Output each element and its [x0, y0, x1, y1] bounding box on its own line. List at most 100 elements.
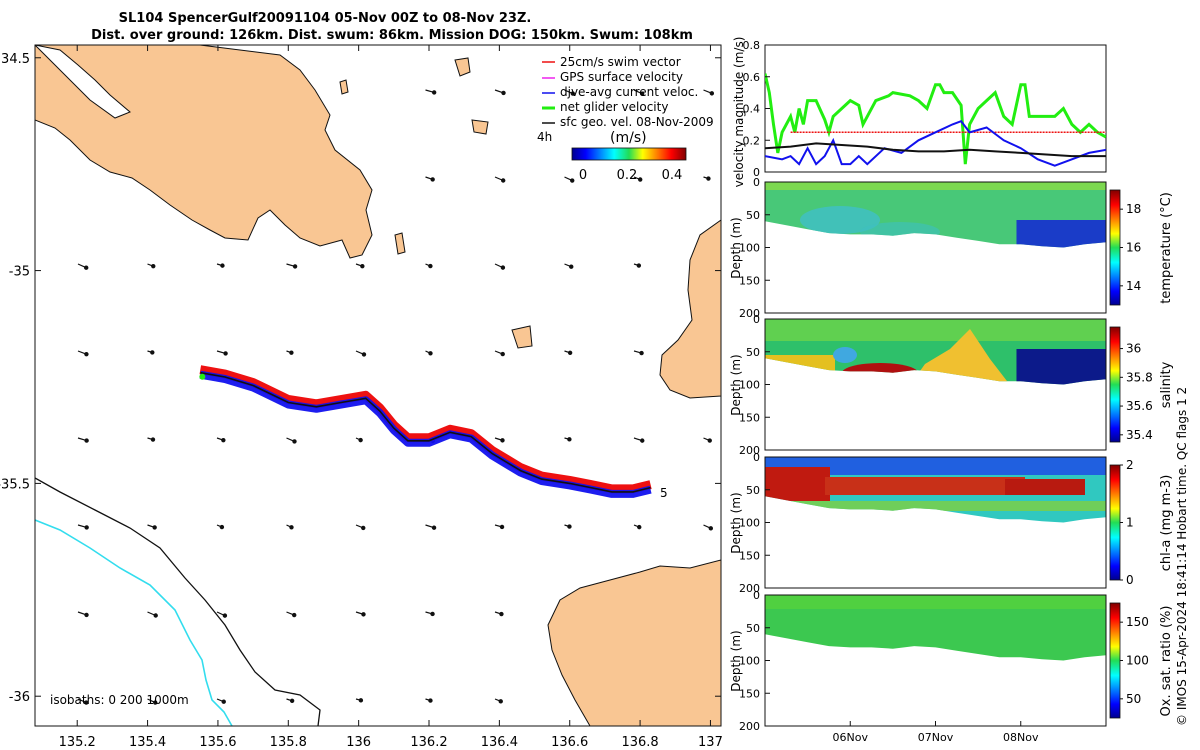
velocity-ylabel: velocity magnitude (m/s): [732, 37, 746, 188]
sfc-velocity-vectors: [77, 89, 852, 705]
vector-arrow-head: [849, 440, 852, 443]
vector-arrow-head: [570, 91, 575, 96]
depth-tick-label: 0: [753, 451, 760, 464]
velocity-y-tick-label: 0.8: [743, 39, 761, 52]
map-y-tick-label: -35.5: [0, 477, 30, 492]
map-colorbar: [571, 147, 687, 161]
velocity-series-djve-avg-current-veloc-: [765, 120, 1106, 167]
sal-surface-layer: [765, 319, 1106, 341]
chla-section-field: [765, 457, 1106, 523]
vector-arrow-head: [640, 438, 645, 443]
velocity-series-sfc-geo-vel-: [765, 142, 1106, 158]
vector-arrow: [843, 177, 850, 179]
depth-tick-label: 200: [739, 582, 760, 595]
velocity-y-tick-label: 0: [753, 166, 760, 179]
vector-arrow: [773, 177, 778, 178]
vector-arrow-head: [708, 526, 714, 531]
colorbar-tick-label: 36: [1126, 342, 1141, 356]
vector-arrow-head: [361, 352, 367, 357]
velocity-panel: 0 0.2 0.4 0.6 0.8 velocity magnitude (m/s): [732, 37, 1107, 188]
sal-fresh-bottom: [1016, 349, 1106, 385]
vector-arrow-head: [289, 350, 294, 355]
vector-arrow-head: [152, 525, 157, 530]
depth-axis-label: Depth (m): [729, 354, 743, 415]
track-start: [199, 373, 206, 380]
time-tick-label: 07Nov: [918, 731, 954, 744]
vector-arrow-head: [84, 265, 89, 270]
vector-arrow-head: [706, 176, 711, 181]
vector-arrow-head: [777, 439, 780, 442]
oxygen-section-field: [765, 595, 1106, 661]
colorbar-tick-label: 16: [1126, 241, 1141, 255]
colorbar-tick-label: 100: [1126, 654, 1149, 668]
sal-max-core: [842, 363, 918, 383]
depth-axis-label: Depth (m): [729, 217, 743, 278]
vector-arrow-head: [292, 439, 297, 444]
colorbar-tick-label: 50: [1126, 692, 1141, 706]
vector-arrow: [843, 525, 850, 527]
temp-surface-layer: [765, 182, 1106, 190]
svg-text:djve-avg current veloc.: djve-avg current veloc.: [560, 85, 698, 99]
velocity-y-tick-label: 0.2: [743, 134, 761, 147]
track-end-label: 5: [660, 486, 668, 500]
legend-entry-gps: GPS surface velocity: [542, 70, 683, 84]
depth-tick-label: 200: [739, 444, 760, 457]
vector-arrow-head: [499, 524, 505, 530]
depth-tick-label: 50: [746, 346, 760, 359]
map-y-tick-label: -36: [9, 690, 30, 705]
vector-arrow-head: [848, 526, 851, 529]
colorbar-label: chl-a (mg m-3): [1159, 475, 1174, 572]
sal-low-patch: [833, 347, 857, 363]
colorbar-label: salinity: [1159, 361, 1174, 408]
land-fleurieu: [547, 559, 721, 726]
vector-arrow-head: [430, 177, 435, 182]
vector-arrow-head: [84, 525, 89, 530]
vector-arrow: [843, 438, 851, 442]
time-tick-label: 08Nov: [1003, 731, 1039, 744]
sal-warm-plume: [910, 329, 1010, 385]
map-legend: 25cm/s swim vector GPS surface velocity …: [537, 55, 714, 183]
depth-tick-label: 0: [753, 313, 760, 326]
svg-text:sfc geo. vel. 08-Nov-2009: sfc geo. vel. 08-Nov-2009: [560, 115, 714, 129]
time-tick-label: 06Nov: [833, 731, 869, 744]
track-centerline: [200, 371, 651, 493]
vector-arrow-head: [709, 91, 715, 96]
map-x-tick-label: 137: [698, 735, 723, 750]
colorbar-note: 4h: [537, 130, 552, 144]
depth-tick-label: 200: [739, 307, 760, 320]
vector-arrow-head: [636, 263, 642, 268]
vector-arrow-head: [84, 612, 89, 618]
vector-arrow-head: [567, 437, 572, 442]
chla-section-colorbar: [1109, 464, 1121, 581]
legend-entry-swim: 25cm/s swim vector: [542, 55, 681, 69]
vector-arrow-head: [500, 351, 505, 357]
salinity-section-colorbar: [1109, 326, 1121, 443]
current-vector-band: [199, 370, 652, 498]
swim-vector-band: [199, 365, 652, 494]
depth-tick-label: 150: [739, 687, 760, 700]
vector-arrow-head: [153, 613, 158, 618]
legend-entry-net: net glider velocity: [542, 100, 668, 114]
map-x-tick-label: 136.6: [551, 735, 588, 750]
depth-tick-label: 150: [739, 549, 760, 562]
vector-arrow-head: [500, 438, 505, 443]
vector-arrow-head: [430, 611, 435, 617]
vector-arrow-head: [151, 263, 156, 269]
oxygen-section-colorbar: [1109, 602, 1121, 719]
depth-tick-label: 100: [739, 242, 760, 255]
credit-text: © IMOS 15-Apr-2024 18:41:14 Hobart time.…: [1175, 387, 1189, 726]
vector-arrow-head: [150, 350, 155, 355]
colorbar-tick-label: 2: [1126, 458, 1134, 472]
chart-title-line1: SL104 SpencerGulf20091104 05-Nov 00Z to …: [119, 11, 532, 26]
map-x-tick-label: 136.2: [410, 735, 447, 750]
map-x-tick-label: 135.8: [270, 735, 307, 750]
oxy-field-base: [765, 595, 1106, 661]
oxy-surface-layer: [765, 595, 1106, 609]
vector-arrow-head: [358, 698, 364, 703]
vector-arrow-head: [431, 525, 437, 530]
vector-arrow-head: [360, 263, 365, 269]
chl-max-layer: [825, 477, 1025, 495]
temperature-section-colorbar: [1109, 189, 1121, 306]
map-x-tick-label: 136.8: [621, 735, 658, 750]
colorbar-label: temperature (°C): [1159, 192, 1174, 304]
